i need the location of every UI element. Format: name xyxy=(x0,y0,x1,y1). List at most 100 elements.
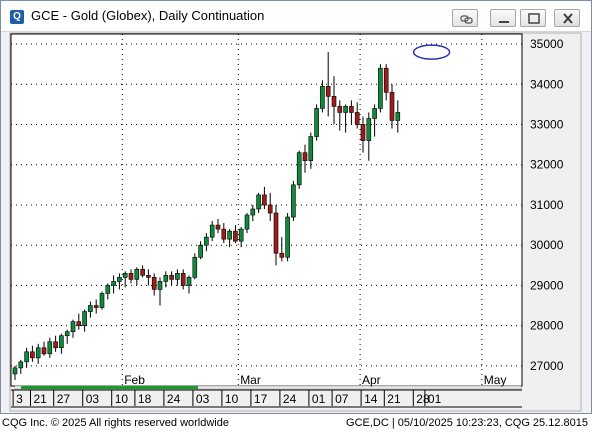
candle xyxy=(378,64,383,113)
candle-body xyxy=(291,184,296,218)
candle xyxy=(134,267,140,286)
candle xyxy=(267,192,273,222)
minimize-button[interactable] xyxy=(490,9,516,27)
symbol-timestamp: GCE,DC | 05/10/2025 10:23:23, CQG 25.12.… xyxy=(346,417,588,429)
candle xyxy=(354,102,360,129)
date-tick-label: 01 xyxy=(312,392,326,406)
candle-body xyxy=(204,236,209,246)
price-axis: 27000 28000 29000 30000 31000 32000 33000 34000… xyxy=(530,37,564,373)
candle xyxy=(99,291,105,310)
candle xyxy=(192,253,198,280)
date-tick-label: 18 xyxy=(138,392,152,406)
date-tick-label: 28 xyxy=(416,392,430,406)
candle-body xyxy=(221,228,227,240)
candle-body xyxy=(314,108,319,137)
plot-area xyxy=(10,33,523,387)
candle xyxy=(256,192,261,214)
candle-body xyxy=(389,92,395,121)
candle-body xyxy=(47,341,53,355)
price-tick-label: 28000 xyxy=(530,319,564,333)
highlight-ellipse xyxy=(412,44,451,60)
date-tick-label: 17 xyxy=(254,392,268,406)
date-tick-label: 14 xyxy=(364,392,378,406)
maximize-button[interactable] xyxy=(520,9,546,27)
candle xyxy=(238,227,244,248)
month-label: Mar xyxy=(240,373,261,387)
candle-body xyxy=(366,118,372,141)
candle xyxy=(93,299,99,314)
candle xyxy=(117,273,122,290)
candle-body xyxy=(24,351,29,363)
candle-body xyxy=(70,321,76,332)
title-bar[interactable]: Q GCE - Gold (Globex), Daily Continuatio… xyxy=(1,1,591,32)
candle-body xyxy=(122,273,128,278)
candle xyxy=(41,341,47,356)
candle-body xyxy=(134,269,140,280)
candle xyxy=(291,180,296,222)
candle-body xyxy=(302,152,308,162)
link-button[interactable] xyxy=(452,9,478,27)
candle-body xyxy=(175,273,180,280)
candle-body xyxy=(93,305,99,308)
candle xyxy=(111,275,116,294)
candle xyxy=(169,271,174,286)
candle xyxy=(273,204,279,266)
candle xyxy=(198,241,203,260)
candle xyxy=(227,229,232,248)
scroll-track[interactable] xyxy=(14,385,522,390)
candle-body xyxy=(360,124,366,141)
candle-body xyxy=(395,112,401,121)
candle xyxy=(186,275,192,294)
price-chart[interactable]: 27000 28000 29000 30000 31000 32000 33000 34000… xyxy=(1,1,591,413)
candle xyxy=(360,116,366,153)
candle xyxy=(146,269,151,286)
candle-body xyxy=(76,321,82,326)
candle-body xyxy=(105,285,111,294)
status-bar: CQG Inc. © 2025 All rights reserved worl… xyxy=(0,414,592,432)
candle-body xyxy=(285,216,290,258)
candle xyxy=(209,221,215,242)
price-tick-label: 33000 xyxy=(530,118,564,132)
price-tick-label: 30000 xyxy=(530,238,564,252)
candle xyxy=(12,365,18,380)
candle-body xyxy=(279,252,285,258)
candle xyxy=(59,333,64,354)
candle-body xyxy=(169,275,174,280)
window-title: GCE - Gold (Globex), Daily Continuation xyxy=(31,8,265,23)
close-button[interactable] xyxy=(554,9,580,27)
candle xyxy=(296,150,302,189)
candle xyxy=(82,309,87,332)
candle-body xyxy=(227,230,232,240)
price-tick-label: 34000 xyxy=(530,77,564,91)
candle-body xyxy=(18,361,24,369)
candle-body xyxy=(146,275,151,278)
candle-body xyxy=(209,224,215,238)
candle-body xyxy=(111,281,116,286)
date-tick-label: 3 xyxy=(16,392,23,406)
candle-body xyxy=(99,293,105,308)
candle xyxy=(325,52,331,117)
candle xyxy=(140,265,145,278)
candle-body xyxy=(296,152,302,186)
candle-body xyxy=(64,331,70,337)
candle xyxy=(349,100,354,125)
scroll-thumb[interactable] xyxy=(21,386,198,389)
candle xyxy=(122,271,128,288)
month-label: May xyxy=(484,373,507,387)
date-tick-label: 24 xyxy=(167,392,181,406)
link-icon xyxy=(460,15,473,24)
candle-body xyxy=(337,106,343,113)
price-tick-label: 31000 xyxy=(530,198,564,212)
candle xyxy=(389,84,395,129)
candle-body xyxy=(256,194,261,210)
grid-lines xyxy=(11,34,522,386)
candle-body xyxy=(88,305,93,312)
candle-body xyxy=(383,67,389,93)
date-tick-label: 03 xyxy=(86,392,100,406)
candle xyxy=(250,204,256,222)
candle xyxy=(128,269,134,284)
date-axis[interactable]: Feb Mar Apr May 3 21 27 03 10 18 24 03 10 17 24 01 07 14 2… xyxy=(11,373,522,408)
candle xyxy=(204,233,209,252)
candle-body xyxy=(192,256,198,278)
candlesticks xyxy=(12,52,401,380)
